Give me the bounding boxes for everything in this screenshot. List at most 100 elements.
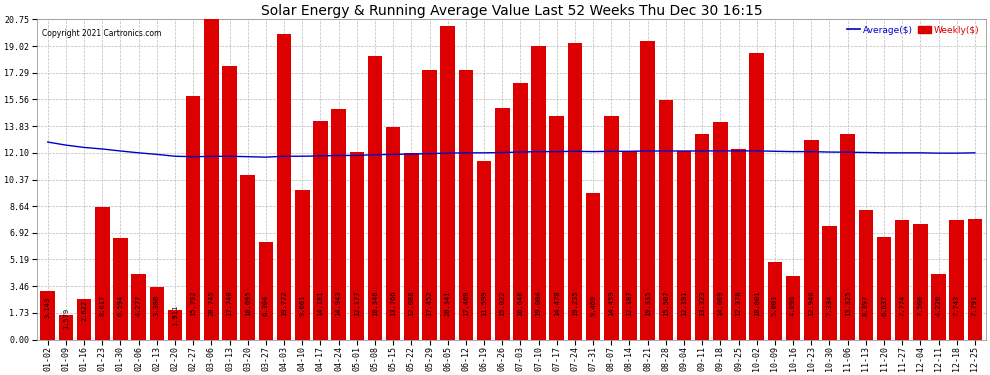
Bar: [804, 140, 819, 340]
Bar: [41, 291, 55, 340]
Text: 7.791: 7.791: [972, 295, 978, 316]
Text: 12.191: 12.191: [681, 291, 687, 316]
Text: 3.143: 3.143: [45, 297, 50, 318]
Text: 19.772: 19.772: [281, 291, 287, 316]
Text: 6.594: 6.594: [118, 295, 124, 316]
Bar: [949, 220, 964, 340]
Bar: [495, 108, 510, 340]
Bar: [967, 219, 982, 340]
Bar: [349, 152, 364, 340]
Text: 17.740: 17.740: [227, 291, 233, 316]
Text: 7.743: 7.743: [953, 295, 959, 316]
Text: 12.187: 12.187: [627, 291, 633, 316]
Title: Solar Energy & Running Average Value Last 52 Weeks Thu Dec 30 16:15: Solar Energy & Running Average Value Las…: [260, 4, 762, 18]
Text: 3.380: 3.380: [153, 295, 159, 316]
Bar: [823, 226, 837, 340]
Bar: [58, 315, 73, 340]
Bar: [204, 20, 219, 340]
Text: 14.459: 14.459: [608, 291, 615, 316]
Bar: [932, 274, 945, 340]
Text: 5.001: 5.001: [772, 295, 778, 316]
Bar: [677, 152, 691, 340]
Bar: [732, 148, 745, 340]
Text: 15.507: 15.507: [663, 291, 669, 316]
Bar: [913, 224, 928, 340]
Text: 14.943: 14.943: [336, 291, 342, 316]
Bar: [895, 220, 910, 340]
Text: 20.745: 20.745: [208, 291, 215, 316]
Bar: [332, 109, 346, 340]
Text: 15.022: 15.022: [499, 291, 505, 316]
Bar: [132, 274, 146, 340]
Text: 17.469: 17.469: [463, 291, 469, 316]
Bar: [241, 174, 255, 340]
Text: 18.601: 18.601: [753, 291, 759, 316]
Text: 14.069: 14.069: [718, 291, 724, 316]
Bar: [786, 276, 800, 340]
Bar: [458, 70, 473, 340]
Bar: [604, 116, 619, 340]
Bar: [77, 299, 91, 340]
Bar: [641, 41, 655, 340]
Bar: [149, 287, 164, 340]
Text: 13.323: 13.323: [699, 291, 705, 316]
Bar: [658, 100, 673, 340]
Bar: [441, 26, 455, 340]
Text: 1.911: 1.911: [172, 305, 178, 326]
Text: 19.335: 19.335: [644, 291, 650, 316]
Bar: [841, 134, 855, 340]
Text: 7.334: 7.334: [827, 295, 833, 316]
Bar: [877, 237, 891, 340]
Bar: [532, 46, 545, 340]
Bar: [858, 210, 873, 340]
Bar: [477, 160, 491, 340]
Text: 8.617: 8.617: [99, 295, 105, 316]
Text: 9.661: 9.661: [299, 295, 305, 316]
Bar: [113, 238, 128, 340]
Bar: [186, 96, 200, 340]
Text: 12.376: 12.376: [736, 291, 742, 316]
Text: 4.096: 4.096: [790, 295, 796, 316]
Text: 14.181: 14.181: [318, 291, 324, 316]
Bar: [167, 310, 182, 340]
Bar: [404, 153, 419, 340]
Text: 6.637: 6.637: [881, 295, 887, 316]
Text: 2.622: 2.622: [81, 300, 87, 321]
Bar: [422, 70, 437, 340]
Text: 8.397: 8.397: [863, 295, 869, 316]
Bar: [586, 194, 600, 340]
Text: 7.774: 7.774: [899, 295, 905, 316]
Text: 10.695: 10.695: [245, 291, 250, 316]
Text: 16.646: 16.646: [518, 291, 524, 316]
Text: 12.177: 12.177: [353, 291, 359, 316]
Bar: [95, 207, 110, 340]
Bar: [713, 123, 728, 340]
Bar: [386, 127, 400, 340]
Bar: [277, 34, 291, 340]
Text: 4.277: 4.277: [136, 295, 142, 316]
Bar: [749, 53, 764, 340]
Bar: [567, 43, 582, 340]
Bar: [313, 121, 328, 340]
Bar: [258, 242, 273, 340]
Text: 19.235: 19.235: [572, 291, 578, 316]
Text: 13.766: 13.766: [390, 291, 396, 316]
Bar: [513, 82, 528, 340]
Text: 12.940: 12.940: [808, 291, 815, 316]
Text: 11.599: 11.599: [481, 291, 487, 316]
Text: 7.506: 7.506: [918, 295, 924, 316]
Text: 12.088: 12.088: [408, 291, 415, 316]
Bar: [367, 56, 382, 340]
Text: 9.469: 9.469: [590, 295, 596, 316]
Text: 18.346: 18.346: [372, 291, 378, 316]
Bar: [549, 116, 564, 340]
Text: 4.226: 4.226: [936, 295, 941, 316]
Text: 15.792: 15.792: [190, 291, 196, 316]
Bar: [222, 66, 237, 340]
Bar: [767, 262, 782, 340]
Bar: [623, 152, 637, 340]
Text: 17.452: 17.452: [427, 291, 433, 316]
Text: 1.579: 1.579: [63, 308, 69, 328]
Text: 6.304: 6.304: [263, 295, 269, 316]
Legend: Average($), Weekly($): Average($), Weekly($): [845, 24, 981, 36]
